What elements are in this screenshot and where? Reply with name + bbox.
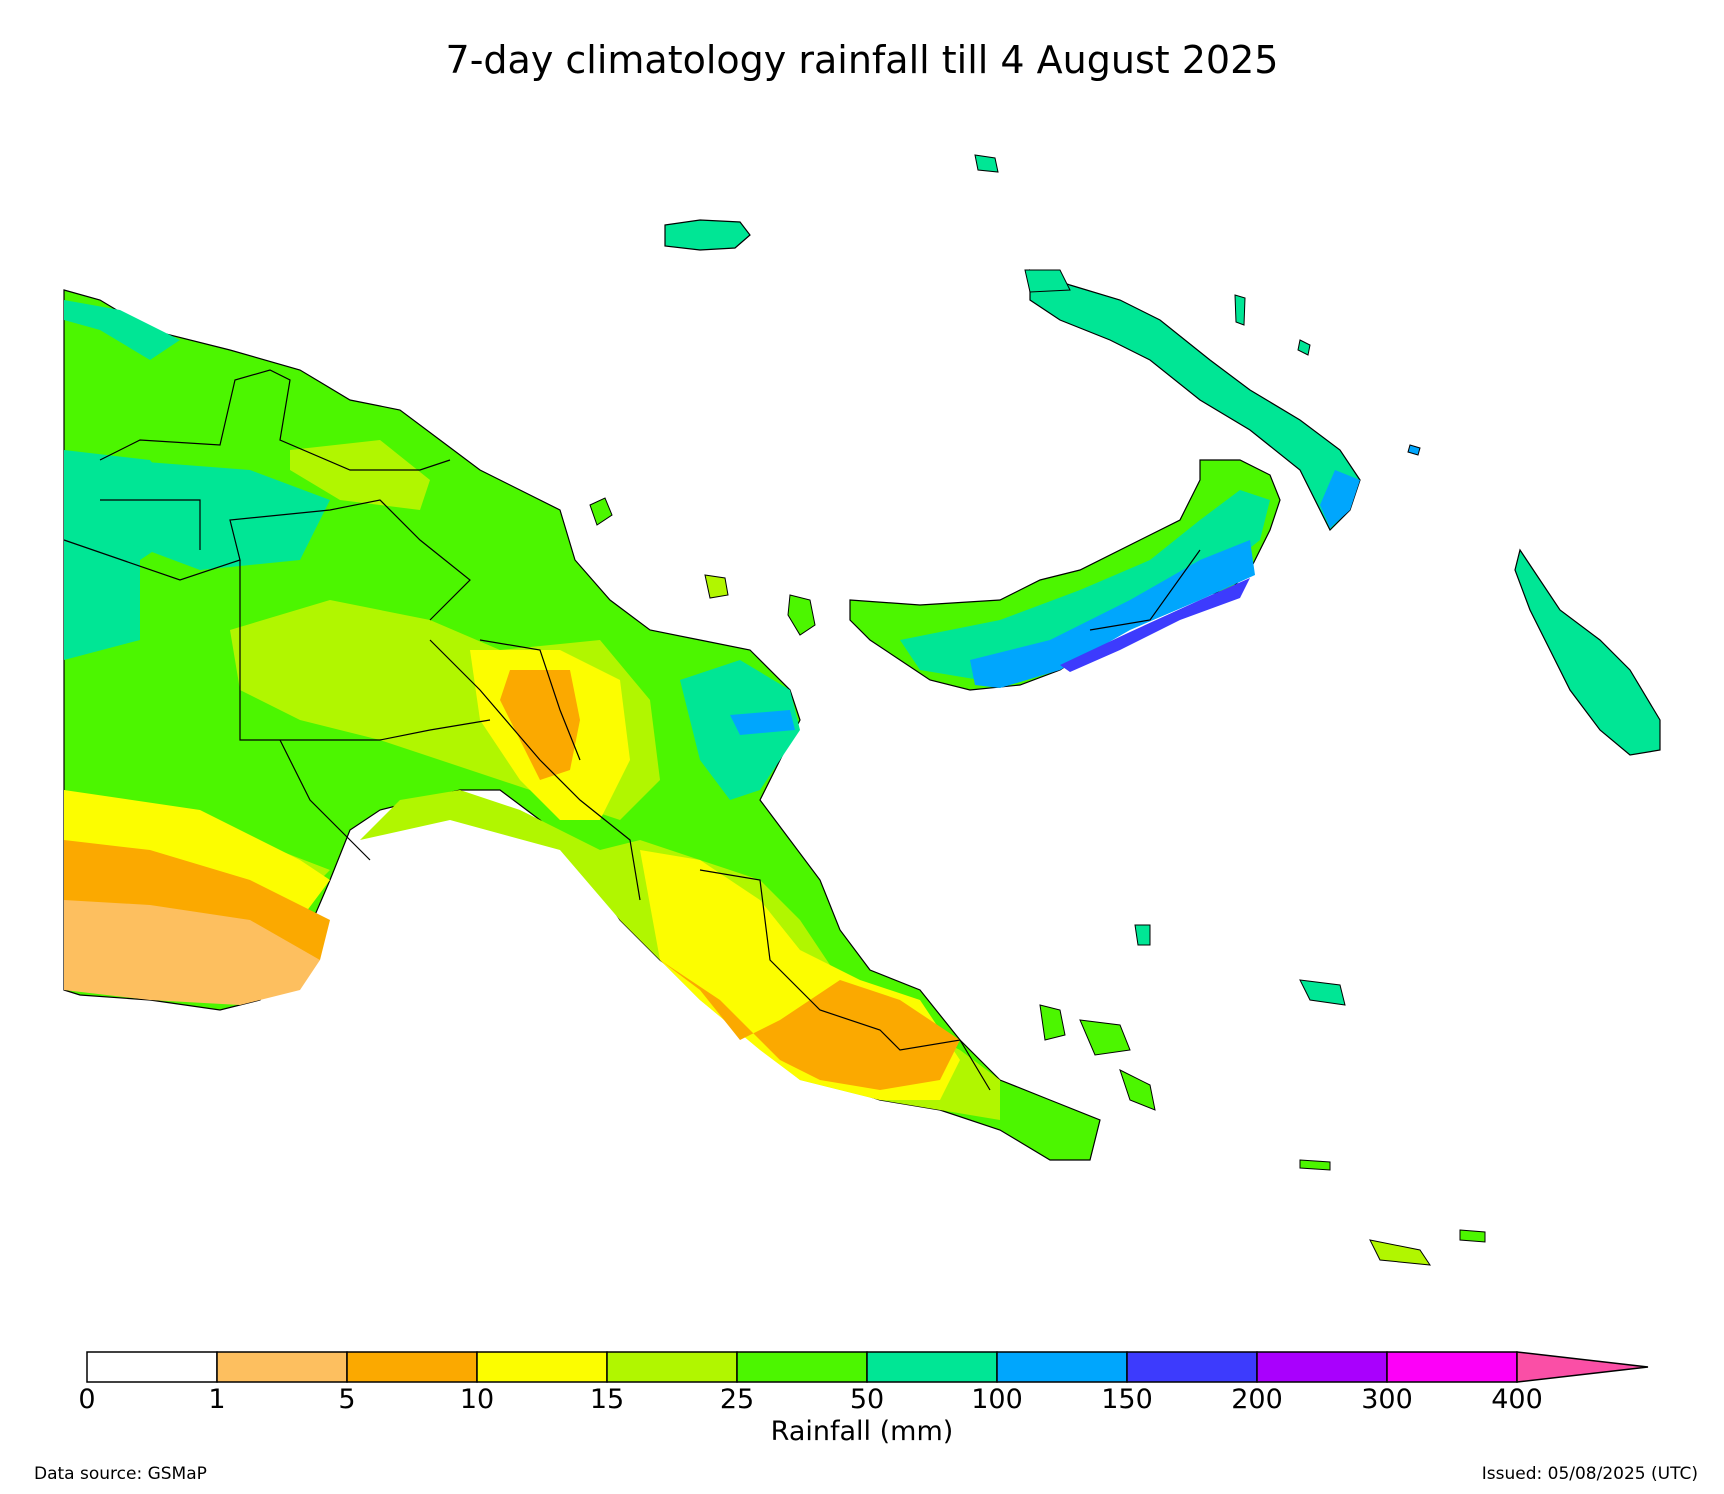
- lihir-island: [1234, 294, 1246, 326]
- small-islands: [589, 154, 1486, 1266]
- new-ireland-100-150: [1320, 470, 1360, 528]
- colorbar-bin: [476, 1351, 608, 1383]
- tagula-island: [1369, 1239, 1432, 1266]
- zone-5-10-south: [660, 960, 960, 1090]
- colorbar-tick-label: 5: [338, 1384, 356, 1415]
- issued-date: Issued: 05/08/2025 (UTC): [1481, 1464, 1698, 1484]
- colorbar-bin: [216, 1351, 348, 1383]
- new-britain-150-200: [1060, 578, 1250, 672]
- zone-1-5: [64, 900, 320, 1005]
- new-ireland-outline: [1029, 269, 1361, 532]
- colorbar: [86, 1351, 1649, 1383]
- rossel-island: [1459, 1229, 1486, 1243]
- zone-15-25-north: [290, 440, 430, 510]
- zone-100-150-east: [730, 710, 795, 735]
- colorbar-tick-label: 10: [459, 1384, 495, 1415]
- new-britain-100-150: [970, 540, 1255, 688]
- zone-50-100-sepik: [120, 460, 330, 570]
- colorbar-bin: [86, 1351, 218, 1383]
- long-island: [787, 594, 816, 636]
- colorbar-bin: [996, 1351, 1128, 1383]
- colorbar-tick-label: 15: [589, 1384, 625, 1415]
- manus-island: [664, 219, 751, 251]
- colorbar-tick-label: 25: [719, 1384, 755, 1415]
- colorbar-label: Rainfall (mm): [770, 1416, 954, 1447]
- colorbar-bin: [866, 1351, 998, 1383]
- new-britain: [849, 459, 1281, 691]
- tanga-island: [1297, 339, 1311, 356]
- colorbar-bins: [86, 1351, 1518, 1383]
- normanby-island: [1119, 1069, 1156, 1111]
- colorbar-bin: [736, 1351, 868, 1383]
- new-ireland: [1029, 269, 1361, 532]
- colorbar-bin: [1386, 1351, 1518, 1383]
- bougainville: [1514, 548, 1661, 756]
- colorbar-tick-label: 400: [1491, 1384, 1543, 1415]
- manus-outline: [664, 219, 751, 251]
- mainland-new-guinea: [63, 289, 1101, 1161]
- mussau-island: [974, 154, 999, 173]
- new-hanover: [1024, 269, 1071, 293]
- colorbar-bin: [606, 1351, 738, 1383]
- goodenough-island: [1039, 1004, 1066, 1041]
- colorbar-bin: [346, 1351, 478, 1383]
- bougainville-outline: [1514, 548, 1661, 756]
- colorbar-tick-label: 150: [1101, 1384, 1153, 1415]
- colorbar-tick-label: 1: [208, 1384, 226, 1415]
- feni-island: [1407, 444, 1421, 456]
- colorbar-tick-label: 200: [1231, 1384, 1283, 1415]
- fergusson-island: [1079, 1019, 1131, 1056]
- misima-island: [1299, 1159, 1331, 1171]
- data-source: Data source: GSMaP: [34, 1464, 207, 1484]
- chart-title: 7-day climatology rainfall till 4 August…: [445, 38, 1279, 82]
- karkar-island: [589, 497, 613, 526]
- zone-5-10-highlands: [500, 670, 580, 780]
- colorbar-overflow-arrow: [1516, 1351, 1649, 1383]
- province-boundaries: [63, 369, 1201, 1091]
- colorbar-tick-label: 50: [849, 1384, 885, 1415]
- trobriand-islands: [1134, 924, 1151, 946]
- new-britain-50-100: [900, 490, 1270, 680]
- umboi-island: [704, 574, 729, 599]
- zone-50-100-north: [64, 300, 180, 360]
- rainfall-map: [63, 154, 1661, 1266]
- colorbar-tick-label: 100: [971, 1384, 1023, 1415]
- colorbar-tick-label: 300: [1361, 1384, 1413, 1415]
- colorbar-bin: [1256, 1351, 1388, 1383]
- colorbar-bin: [1126, 1351, 1258, 1383]
- woodlark-island: [1299, 979, 1346, 1006]
- colorbar-tick-label: 0: [78, 1384, 96, 1415]
